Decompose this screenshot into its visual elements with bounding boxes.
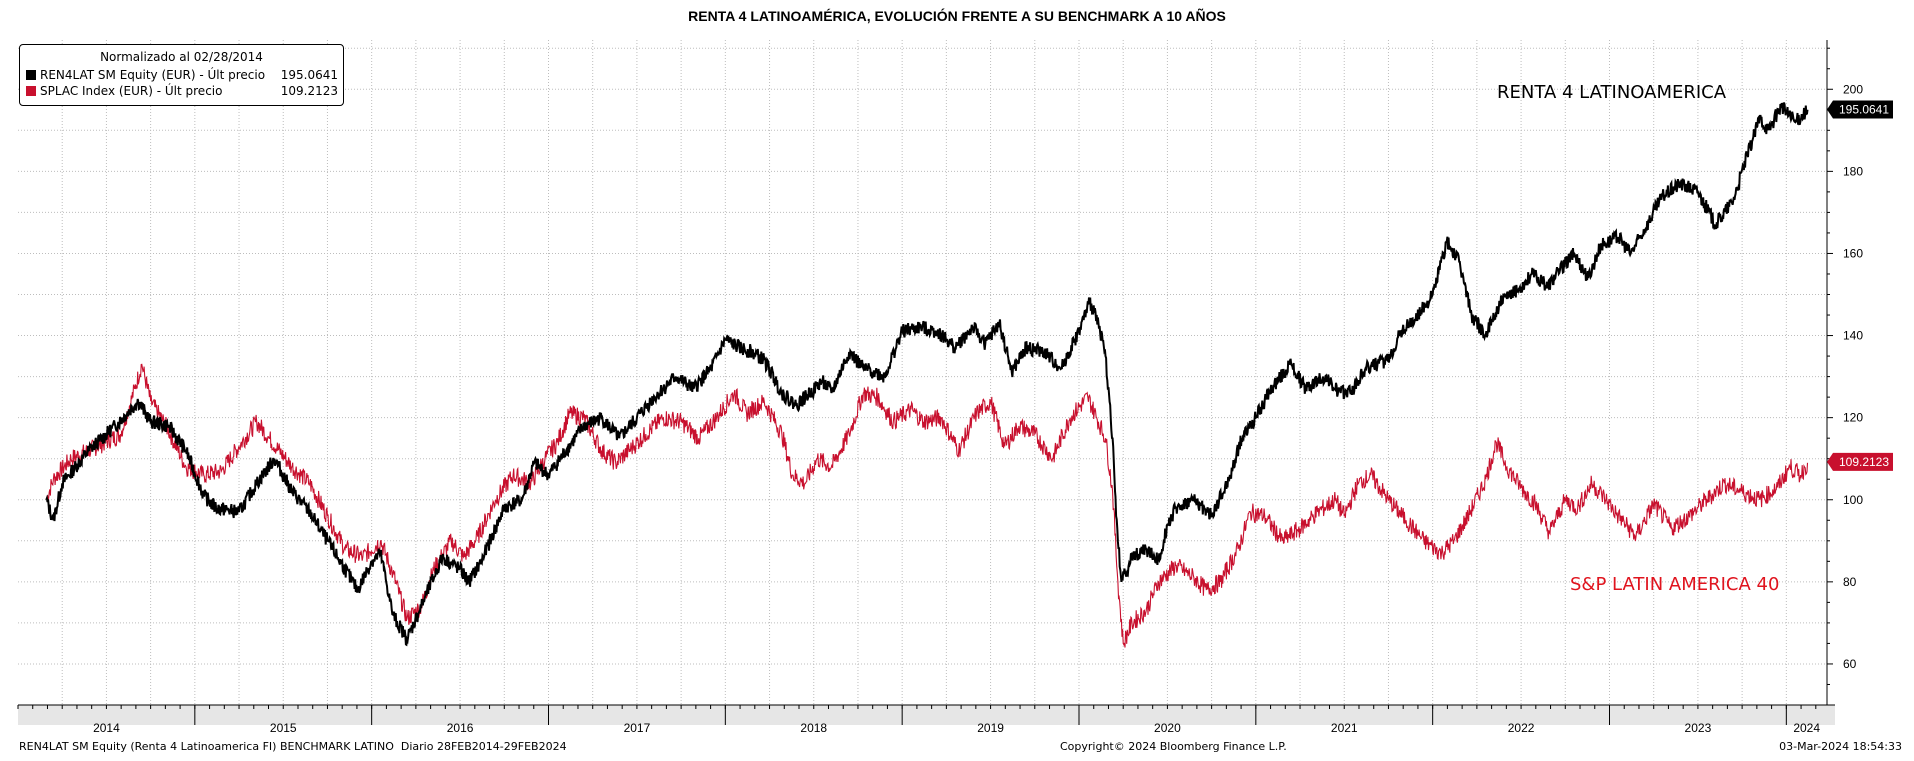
y-tick-label: 160 (1843, 246, 1863, 260)
x-tick-label: 2019 (977, 721, 1004, 735)
legend-entry-splac: SPLAC Index (EUR) - Últ precio 109.2123 (26, 84, 338, 99)
y-tick-label: 80 (1843, 575, 1857, 589)
x-tick-label: 2017 (624, 721, 651, 735)
footer-source: REN4LAT SM Equity (Renta 4 Latinoamerica… (19, 740, 567, 753)
x-tick-label: 2020 (1154, 721, 1181, 735)
last-value-tag-splac-text: 109.2123 (1839, 455, 1889, 469)
x-tick-label: 2024 (1793, 721, 1820, 735)
y-tick-label: 120 (1843, 411, 1863, 425)
footer-timestamp: 03-Mar-2024 18:54:33 (1779, 740, 1902, 753)
x-tick-label: 2022 (1508, 721, 1535, 735)
legend-entry-ren4lat: REN4LAT SM Equity (EUR) - Últ precio 195… (26, 68, 338, 83)
x-tick-label: 2018 (800, 721, 827, 735)
legend-label-splac: SPLAC Index (EUR) - Últ precio (40, 84, 223, 98)
x-tick-label: 2023 (1685, 721, 1712, 735)
series-line-splac (45, 363, 1809, 648)
series-line-ren4lat (45, 102, 1809, 647)
y-tick-label: 100 (1843, 493, 1863, 507)
last-value-tag-ren4lat-text: 195.0641 (1839, 103, 1889, 117)
y-tick-label: 60 (1843, 657, 1857, 671)
legend-value-ren4lat: 195.0641 (280, 68, 338, 82)
last-value-tag-splac (1827, 452, 1893, 471)
annotation-splac: S&P LATIN AMERICA 40 (1570, 574, 1779, 595)
x-tick-label: 2015 (270, 721, 297, 735)
y-tick-label: 140 (1843, 329, 1863, 343)
legend-swatch-splac (26, 86, 36, 96)
legend-swatch-ren4lat (26, 70, 36, 80)
last-value-tag-ren4lat (1827, 100, 1893, 119)
footer-copyright: Copyright© 2024 Bloomberg Finance L.P. (1060, 740, 1287, 753)
x-axis-band (18, 705, 1835, 725)
y-tick-label: 180 (1843, 164, 1863, 178)
y-tick-label: 200 (1843, 82, 1863, 96)
x-tick-label: 2021 (1331, 721, 1358, 735)
legend: Normalizado al 02/28/2014 REN4LAT SM Equ… (19, 44, 344, 106)
x-tick-label: 2014 (93, 721, 120, 735)
annotation-ren4lat: RENTA 4 LATINOAMERICA (1497, 82, 1727, 103)
legend-title: Normalizado al 02/28/2014 (100, 50, 263, 64)
legend-value-splac: 109.2123 (280, 84, 338, 98)
legend-label-ren4lat: REN4LAT SM Equity (EUR) - Últ precio (40, 68, 266, 82)
x-tick-label: 2016 (447, 721, 474, 735)
chart-title: RENTA 4 LATINOAMÉRICA, EVOLUCIÓN FRENTE … (688, 8, 1226, 24)
